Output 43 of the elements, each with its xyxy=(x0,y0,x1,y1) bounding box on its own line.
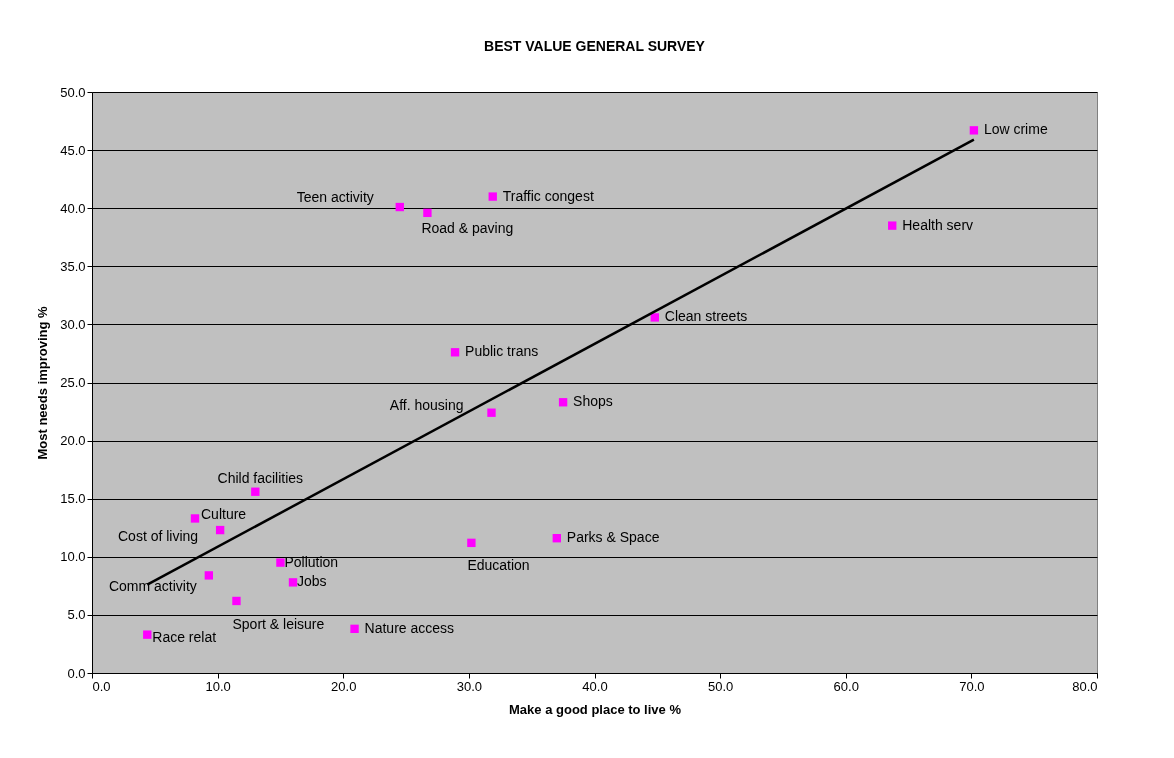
data-label: Parks & Space xyxy=(566,529,660,546)
data-label: Traffic congest xyxy=(502,187,594,204)
data-label: Road & paving xyxy=(421,219,514,236)
chart-title: BEST VALUE GENERAL SURVEY xyxy=(484,38,706,54)
data-label: Culture xyxy=(201,506,247,523)
y-axis-title: Most needs improving % xyxy=(35,306,51,460)
data-label: Education xyxy=(467,556,530,573)
x-tick-label: 0.0 xyxy=(92,678,111,694)
data-label: Pollution xyxy=(284,553,339,570)
y-tick-label: 50.0 xyxy=(60,84,86,100)
x-tick-label: 40.0 xyxy=(582,678,608,694)
data-label: Teen activity xyxy=(296,189,374,206)
x-tick-label: 70.0 xyxy=(959,678,985,694)
data-label: Shops xyxy=(573,393,613,410)
data-label: Nature access xyxy=(364,619,455,636)
y-tick-label: 30.0 xyxy=(60,316,86,332)
x-tick-label: 30.0 xyxy=(456,678,483,694)
y-tick-label: 45.0 xyxy=(60,142,86,158)
data-label: Jobs xyxy=(297,573,327,590)
data-label: Low crime xyxy=(983,121,1048,138)
data-label: Race relat xyxy=(152,628,217,645)
data-label: Child facilities xyxy=(217,469,304,486)
data-label: Clean streets xyxy=(664,308,748,325)
data-label: Comm activity xyxy=(108,578,197,595)
x-tick-label: 60.0 xyxy=(833,678,859,694)
data-label: Sport & leisure xyxy=(232,615,325,632)
data-label: Health serv xyxy=(902,216,974,233)
y-tick-label: 15.0 xyxy=(60,491,86,507)
y-tick-label: 0.0 xyxy=(67,665,86,681)
x-tick-label: 80.0 xyxy=(1072,678,1098,694)
y-tick-label: 35.0 xyxy=(60,258,86,274)
x-tick-label: 50.0 xyxy=(707,678,734,694)
x-tick-label: 20.0 xyxy=(331,678,357,694)
y-tick-label: 10.0 xyxy=(60,549,86,565)
y-tick-label: 25.0 xyxy=(60,375,86,390)
y-tick-label: 40.0 xyxy=(60,200,86,216)
x-axis-title: Make a good place to live % xyxy=(509,701,682,717)
y-tick-label: 20.0 xyxy=(60,433,86,449)
data-label: Public trans xyxy=(465,343,539,360)
data-label: Cost of living xyxy=(117,528,199,545)
y-tick-label: 5.0 xyxy=(67,607,86,623)
x-tick-label: 10.0 xyxy=(205,678,231,694)
data-label: Aff. housing xyxy=(389,396,464,413)
